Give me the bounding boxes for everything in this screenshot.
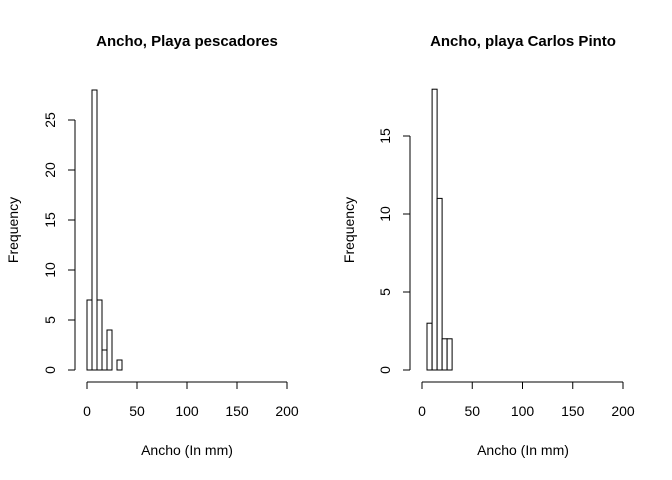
histogram-bar-4 <box>446 338 453 371</box>
histogram-bar-2 <box>96 299 103 371</box>
y-axis-label: Frequency <box>341 197 357 263</box>
y-tick-label: 10 <box>377 206 393 222</box>
y-tick-label: 0 <box>42 366 58 374</box>
x-axis-label: Ancho (In mm) <box>141 442 233 458</box>
y-tick-label: 0 <box>377 366 393 374</box>
y-axis: 0 5 10 15 <box>377 128 411 374</box>
histogram-bar-4 <box>106 329 113 371</box>
y-tick-label: 10 <box>42 262 58 278</box>
chart-title: Ancho, playa Carlos Pinto <box>430 33 616 50</box>
x-tick-label: 0 <box>83 403 91 419</box>
histogram-bars <box>426 88 453 371</box>
x-tick-label: 0 <box>418 403 426 419</box>
x-tick-label: 100 <box>175 403 199 419</box>
y-tick-label: 5 <box>42 316 58 324</box>
histogram-bars <box>86 89 123 371</box>
y-tick-label: 15 <box>377 128 393 144</box>
histogram-bar-6 <box>116 359 123 371</box>
y-tick-label: 20 <box>42 162 58 178</box>
y-tick-label: 15 <box>42 212 58 228</box>
x-axis-label: Ancho (In mm) <box>477 442 569 458</box>
histogram-bar-3 <box>101 349 108 371</box>
y-axis: 0 5 10 15 20 25 <box>42 112 76 374</box>
y-axis-label: Frequency <box>5 197 21 263</box>
y-tick-label: 5 <box>377 288 393 296</box>
y-tick-label: 25 <box>42 112 58 128</box>
x-tick-label: 50 <box>129 403 145 419</box>
histogram-bar-1 <box>431 88 438 371</box>
x-axis: 0 50 100 150 200 <box>418 381 635 419</box>
x-tick-label: 150 <box>225 403 249 419</box>
x-tick-label: 100 <box>511 403 535 419</box>
histogram-bar-2 <box>436 197 443 371</box>
x-tick-label: 200 <box>275 403 299 419</box>
x-tick-label: 150 <box>561 403 585 419</box>
histogram-bar-0 <box>426 322 433 371</box>
histogram-bar-3 <box>441 338 448 371</box>
histogram-bar-1 <box>91 89 98 371</box>
histogram-playa-pescadores: Ancho, Playa pescadores Ancho (In mm) Fr… <box>5 33 299 458</box>
chart-title: Ancho, Playa pescadores <box>96 33 278 50</box>
x-tick-label: 50 <box>464 403 480 419</box>
x-axis: 0 50 100 150 200 <box>83 381 299 419</box>
histogram-playa-carlos-pinto: Ancho, playa Carlos Pinto Ancho (In mm) … <box>341 33 635 458</box>
x-tick-label: 200 <box>611 403 635 419</box>
histogram-bar-0 <box>86 299 93 371</box>
